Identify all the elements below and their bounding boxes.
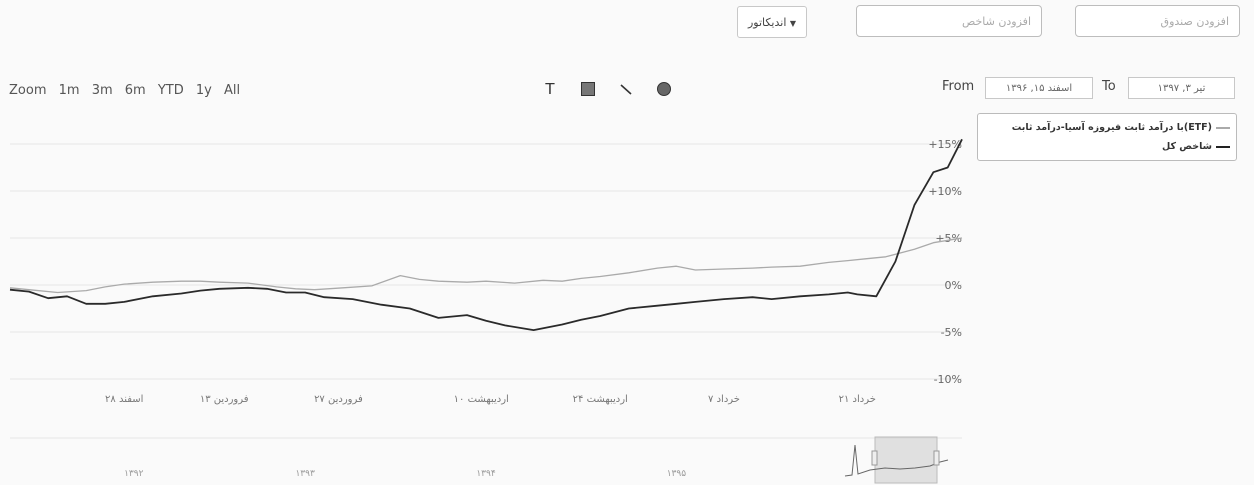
indicator-label: اندیکاتور <box>747 16 787 29</box>
zoom-1y-button[interactable]: 1y <box>195 83 212 98</box>
x-tick-label: اسفند ۲۸ <box>105 394 143 405</box>
etf-series-line <box>9 237 963 294</box>
line-tool-icon[interactable] <box>617 80 635 98</box>
zoom-selector: Zoom 1m 3m 6m YTD 1y All <box>9 83 248 98</box>
navigator-year-label: ۱۳۹۵ <box>667 469 687 479</box>
indicator-dropdown[interactable]: اندیکاتور ▼ <box>737 6 807 38</box>
index-series-line <box>9 138 963 332</box>
rectangle-tool-icon[interactable] <box>579 80 597 98</box>
y-tick-label: -10% <box>934 373 962 386</box>
zoom-6m-button[interactable]: 6m <box>124 83 146 98</box>
zoom-1m-button[interactable]: 1m <box>58 83 80 98</box>
zoom-label: Zoom <box>9 83 47 98</box>
legend-item-index[interactable]: شاخص کل <box>984 137 1230 156</box>
legend-swatch-index <box>1216 145 1230 148</box>
circle-tool-icon[interactable] <box>655 80 673 98</box>
to-date-input[interactable]: تیر ۳, ۱۳۹۷ <box>1128 77 1235 99</box>
zoom-3m-button[interactable]: 3m <box>91 83 113 98</box>
navigator-right-handle <box>933 450 940 466</box>
y-tick-label: +10% <box>928 185 962 198</box>
navigator-series-line <box>844 444 949 477</box>
legend-item-etf[interactable]: (ETF)با درآمد ثابت فیروزه آسیا-درآمد ثاب… <box>984 118 1230 137</box>
to-label: To <box>1102 79 1116 94</box>
navigator-window <box>874 436 938 484</box>
legend-label-index: شاخص کل <box>1161 141 1212 152</box>
legend-label-etf: (ETF)با درآمد ثابت فیروزه آسیا-درآمد ثاب… <box>1011 122 1212 133</box>
add-index-input[interactable]: افزودن شاخص <box>856 5 1042 37</box>
y-tick-label: -5% <box>941 326 962 339</box>
text-tool-icon[interactable]: T <box>545 80 555 98</box>
x-tick-label: خرداد ۷ <box>708 394 740 405</box>
from-label: From <box>942 79 975 94</box>
chart-legend: (ETF)با درآمد ثابت فیروزه آسیا-درآمد ثاب… <box>977 113 1237 161</box>
navigator-year-label: ۱۳۹۳ <box>295 469 315 479</box>
chevron-down-icon: ▼ <box>789 19 797 28</box>
y-tick-label: 0% <box>945 279 962 292</box>
zoom-all-button[interactable]: All <box>224 83 241 98</box>
x-tick-label: فروردین ۲۷ <box>314 394 363 405</box>
x-tick-label: اردیبهشت ۲۴ <box>573 394 628 405</box>
zoom-ytd-button[interactable]: YTD <box>157 83 184 98</box>
x-tick-label: خرداد ۲۱ <box>839 394 876 405</box>
add-fund-input[interactable]: افزودن صندوق <box>1075 5 1240 37</box>
navigator-left-handle <box>871 450 878 466</box>
navigator-year-label: ۱۳۹۲ <box>124 469 144 479</box>
from-date-input[interactable]: اسفند ۱۵, ۱۳۹۶ <box>985 77 1093 99</box>
drawing-tools: T <box>541 80 673 98</box>
top-bar: افزودن صندوق افزودن شاخص اندیکاتور ▼ <box>0 0 1254 50</box>
navigator-year-label: ۱۳۹۴ <box>476 469 496 479</box>
legend-swatch-etf <box>1216 126 1230 129</box>
y-tick-label: +15% <box>928 138 962 151</box>
x-tick-label: فروردین ۱۳ <box>200 394 249 405</box>
x-tick-label: اردیبهشت ۱۰ <box>454 394 509 405</box>
